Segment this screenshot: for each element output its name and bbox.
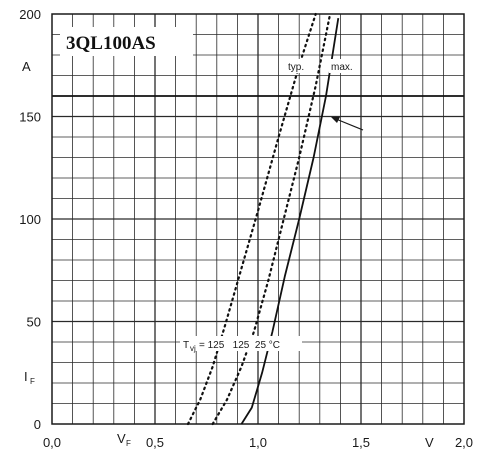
x-tick-label: 1,5 <box>352 435 370 450</box>
series-line-2 <box>211 12 332 426</box>
tvj-values: = 125 125 25 °C <box>199 340 280 351</box>
x-axis-symbol: V <box>117 431 126 446</box>
y-axis-symbol: I <box>24 369 28 384</box>
tick-labels: 0,0 0,5 1,0 1,5 2,0 0 50 100 150 200 <box>19 7 473 450</box>
chart-title: 3QL100AS <box>66 33 156 54</box>
x-axis-subscript: F <box>126 439 131 448</box>
series-line-3 <box>240 17 340 425</box>
title-box <box>60 27 193 56</box>
y-axis-subscript: F <box>30 377 35 386</box>
y-tick-label: 150 <box>19 110 41 125</box>
y-axis-unit: A <box>22 59 31 74</box>
y-tick-label: 0 <box>34 417 41 432</box>
plot-frame <box>51 13 465 425</box>
tvj-label-bg <box>180 336 302 351</box>
series-line-1 <box>186 12 317 426</box>
y-tick-label: 200 <box>19 7 41 22</box>
y-tick-label: 100 <box>19 212 41 227</box>
x-tick-label: 0,0 <box>43 435 61 450</box>
pointer-arrow-line <box>335 118 364 131</box>
x-tick-label: 2,0 <box>455 435 473 450</box>
max-label: max. <box>331 62 353 73</box>
x-tick-label: 0,5 <box>146 435 164 450</box>
plot-grid <box>52 14 464 424</box>
max-label-bg <box>329 59 360 73</box>
y-tick-label: 50 <box>27 315 41 330</box>
x-axis-unit: V <box>425 435 434 450</box>
pointer-arrow-head <box>331 117 340 123</box>
tvj-symbol: T <box>183 340 189 351</box>
x-tick-label: 1,0 <box>249 435 267 450</box>
typ-label: typ. <box>288 62 304 73</box>
typ-label-bg <box>286 59 313 73</box>
series-layer <box>186 12 340 426</box>
tvj-subscript: vj <box>190 344 196 353</box>
